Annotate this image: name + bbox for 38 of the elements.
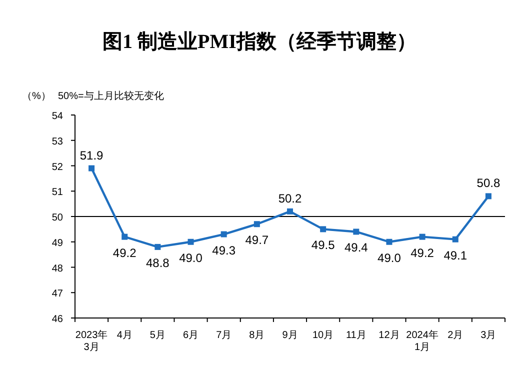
data-label: 49.2 (112, 246, 136, 260)
annotation: 50%=与上月比较无变化 (58, 91, 164, 102)
xtick: 7月 (216, 330, 232, 341)
data-label: 50.2 (278, 191, 302, 206)
xtick: 11月 (346, 330, 366, 341)
ytick: 48 (52, 263, 63, 274)
xtick: 2月 (448, 330, 464, 341)
xtick: 2024年 1月 (406, 330, 438, 353)
data-label: 49.2 (410, 246, 434, 260)
ytick: 49 (52, 238, 63, 249)
ytick: 46 (52, 314, 63, 325)
data-label: 49.4 (344, 240, 368, 255)
data-label: 49.0 (179, 250, 202, 265)
xtick: 10月 (312, 330, 334, 341)
xtick: 5月 (150, 330, 166, 341)
data-label: 50.8 (476, 176, 500, 190)
xtick: 6月 (183, 330, 199, 341)
data-label: 49.0 (378, 250, 401, 265)
ytick: 51 (52, 187, 63, 198)
xtick: 2023年 3月 (75, 330, 108, 353)
data-label: 49.3 (212, 243, 236, 258)
data-label: 49.1 (444, 248, 468, 262)
xtick: 12月 (378, 330, 400, 341)
title: 图1 制造业PMI指数（经季节调整） (102, 31, 416, 53)
ytick: 53 (52, 136, 63, 148)
ylabel: （%） (22, 91, 51, 102)
xtick: 3月 (480, 330, 496, 341)
data-label: 49.7 (245, 233, 269, 248)
data-label: 49.5 (311, 238, 335, 252)
xtick: 9月 (282, 330, 298, 341)
data-label: 51.9 (80, 148, 104, 162)
xtick: 4月 (116, 330, 132, 341)
data-label: 48.8 (146, 256, 170, 270)
xtick: 8月 (249, 330, 265, 341)
ytick: 50 (52, 212, 63, 224)
ytick: 47 (52, 288, 63, 300)
ytick: 52 (52, 162, 63, 173)
ytick: 54 (52, 111, 63, 122)
